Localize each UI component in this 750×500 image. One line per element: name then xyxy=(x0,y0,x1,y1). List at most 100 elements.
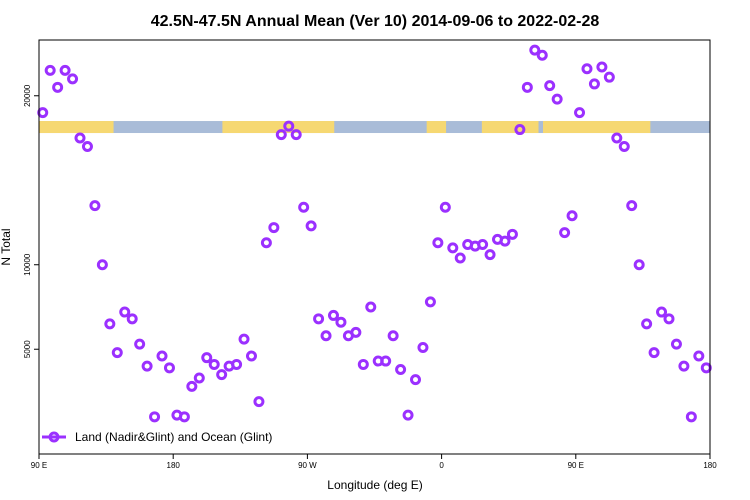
data-point xyxy=(119,306,131,318)
y-axis-label: N Total xyxy=(0,228,13,265)
data-point xyxy=(111,347,123,359)
x-tick-label: 90 E xyxy=(568,461,584,470)
data-point xyxy=(104,318,116,330)
data-point xyxy=(208,358,220,370)
data-point xyxy=(656,306,668,318)
data-point xyxy=(432,237,444,249)
y-tick-label: 5000 xyxy=(23,340,32,358)
data-point xyxy=(581,63,593,75)
data-point xyxy=(268,222,280,234)
data-point xyxy=(178,411,190,423)
data-point xyxy=(626,200,638,212)
data-point xyxy=(641,318,653,330)
data-point xyxy=(275,129,287,141)
data-point xyxy=(320,330,332,342)
data-point xyxy=(380,355,392,367)
data-points xyxy=(37,44,712,423)
data-point xyxy=(663,313,675,325)
data-point xyxy=(439,201,451,213)
data-point xyxy=(395,364,407,376)
data-point xyxy=(74,132,86,144)
data-point xyxy=(417,342,429,354)
data-point xyxy=(424,296,436,308)
data-point xyxy=(141,360,153,372)
x-axis-ticks: 90 E 180 90 W 0 90 E 180 xyxy=(31,454,717,470)
data-point xyxy=(551,93,563,105)
data-point xyxy=(238,333,250,345)
legend: Land (Nadir&Glint) and Ocean (Glint) xyxy=(42,430,272,444)
data-point xyxy=(186,380,198,392)
land-segment xyxy=(426,121,447,134)
data-point xyxy=(313,313,325,325)
data-point xyxy=(559,227,571,239)
data-point xyxy=(156,350,168,362)
data-point xyxy=(260,237,272,249)
data-point xyxy=(588,78,600,90)
land-segment xyxy=(542,121,651,134)
x-tick-label: 180 xyxy=(703,461,717,470)
data-point xyxy=(521,81,533,93)
data-point xyxy=(514,124,526,136)
data-point xyxy=(81,140,93,152)
land-segment xyxy=(222,121,335,134)
data-point xyxy=(499,235,511,247)
data-point xyxy=(96,259,108,271)
data-point xyxy=(566,210,578,222)
data-point xyxy=(670,338,682,350)
data-point xyxy=(67,73,79,85)
land-segment xyxy=(481,121,539,134)
data-point xyxy=(357,358,369,370)
data-point xyxy=(134,338,146,350)
ocean-band xyxy=(39,121,710,134)
data-point xyxy=(305,220,317,232)
data-point xyxy=(216,369,228,381)
data-point xyxy=(253,396,265,408)
data-point xyxy=(201,352,213,364)
data-point xyxy=(506,228,518,240)
data-point xyxy=(484,249,496,261)
plot-frame xyxy=(38,39,711,455)
data-point xyxy=(163,362,175,374)
x-tick-label: 180 xyxy=(167,461,181,470)
data-point xyxy=(365,301,377,313)
legend-marker xyxy=(48,431,60,443)
data-point xyxy=(149,411,161,423)
data-point xyxy=(335,316,347,328)
y-tick-label: 10000 xyxy=(23,253,32,276)
data-point xyxy=(193,372,205,384)
data-point xyxy=(52,81,64,93)
data-point xyxy=(283,120,295,132)
x-tick-label: 90 W xyxy=(298,461,317,470)
y-tick-label: 20000 xyxy=(23,84,32,107)
data-point xyxy=(89,200,101,212)
data-point xyxy=(387,330,399,342)
data-point xyxy=(529,44,541,56)
data-point xyxy=(454,252,466,264)
data-point xyxy=(544,80,556,92)
data-point xyxy=(126,313,138,325)
data-point xyxy=(603,71,615,83)
land-ocean-band xyxy=(39,121,710,134)
data-point xyxy=(693,350,705,362)
data-point xyxy=(536,49,548,61)
land-segment xyxy=(39,121,114,134)
data-point xyxy=(245,350,257,362)
legend-label: Land (Nadir&Glint) and Ocean (Glint) xyxy=(75,430,272,444)
y-axis-ticks: 5000 10000 20000 xyxy=(23,84,39,358)
data-point xyxy=(410,374,422,386)
data-point xyxy=(477,238,489,250)
data-point xyxy=(59,64,71,76)
data-point xyxy=(231,358,243,370)
data-point xyxy=(648,347,660,359)
data-point xyxy=(44,64,56,76)
data-point xyxy=(678,360,690,372)
x-axis-label: Longitude (deg E) xyxy=(327,478,422,492)
data-point xyxy=(298,201,310,213)
data-point xyxy=(596,61,608,73)
data-point xyxy=(685,411,697,423)
x-tick-label: 90 E xyxy=(31,461,47,470)
data-point xyxy=(290,129,302,141)
chart-title: 42.5N-47.5N Annual Mean (Ver 10) 2014-09… xyxy=(151,13,600,30)
